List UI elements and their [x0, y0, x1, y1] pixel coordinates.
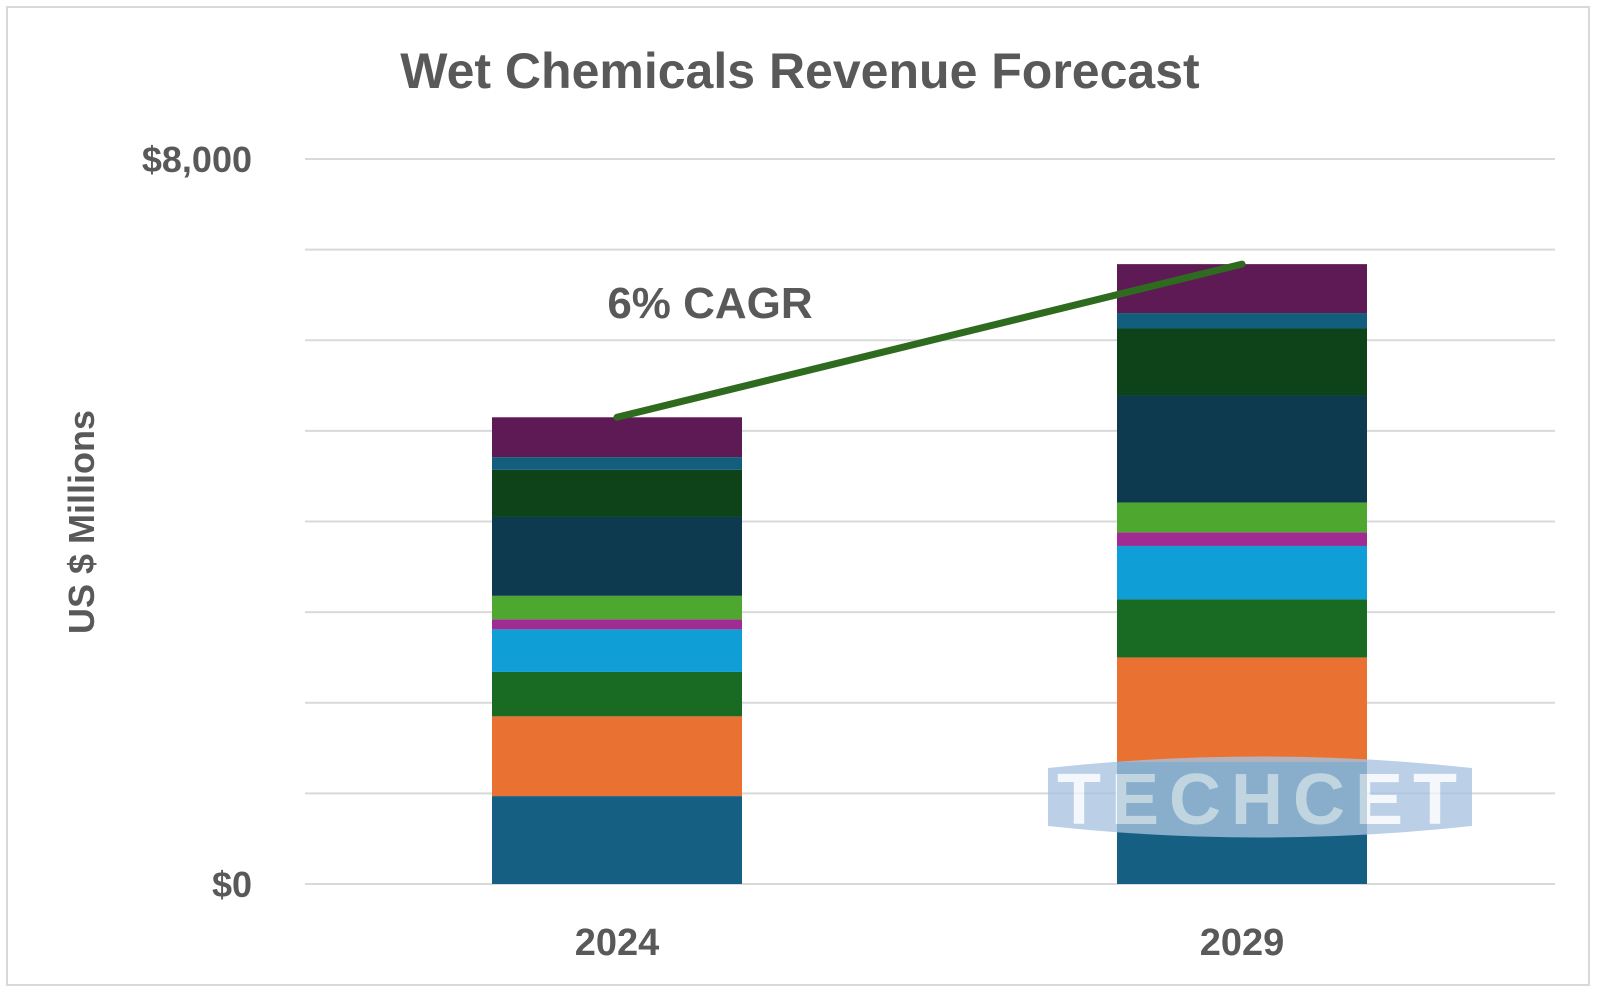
bar-segment-2024-1: [492, 796, 742, 884]
bar-segment-2024-5: [492, 619, 742, 630]
y-tick-label: $0: [212, 864, 252, 905]
bar-segment-2029-4: [1117, 545, 1367, 600]
y-axis-label: US $ Millions: [61, 410, 102, 634]
bar-segment-2024-2: [492, 716, 742, 797]
bar-segment-2024-8: [492, 469, 742, 517]
bar-segment-2029-6: [1117, 502, 1367, 533]
x-category-label: 2029: [1200, 922, 1285, 964]
watermark-banner: [1048, 756, 1472, 838]
x-axis-categories: 2024 2029: [575, 922, 1285, 964]
bar-segment-2024-9: [492, 457, 742, 470]
bar-segment-2029-10: [1117, 264, 1367, 314]
bar-segment-2029-7: [1117, 395, 1367, 503]
bar-segment-2029-8: [1117, 328, 1367, 396]
bar-segment-2024-7: [492, 516, 742, 596]
bar-segment-2029-2: [1117, 657, 1367, 762]
cagr-annotation: 6% CAGR: [607, 260, 1246, 421]
bar-segment-2029-3: [1117, 599, 1367, 658]
watermark-text: TECHCET: [1057, 760, 1467, 840]
y-axis-ticks: $8,000 $0: [142, 139, 252, 905]
bars: [492, 264, 1367, 884]
bar-segment-2024-4: [492, 629, 742, 672]
bar-stack-2024: [492, 417, 742, 884]
x-category-label: 2024: [575, 922, 660, 964]
chart-title: Wet Chemicals Revenue Forecast: [400, 43, 1200, 99]
y-tick-label: $8,000: [142, 139, 252, 180]
bar-segment-2024-3: [492, 671, 742, 717]
techcet-watermark-logo: TECHCET: [1048, 756, 1472, 840]
bar-segment-2024-6: [492, 595, 742, 620]
cagr-label: 6% CAGR: [607, 279, 812, 328]
bar-segment-2024-10: [492, 417, 742, 458]
cagr-line: [613, 260, 1246, 421]
bar-segment-2029-9: [1117, 313, 1367, 329]
bar-segment-2029-5: [1117, 532, 1367, 546]
